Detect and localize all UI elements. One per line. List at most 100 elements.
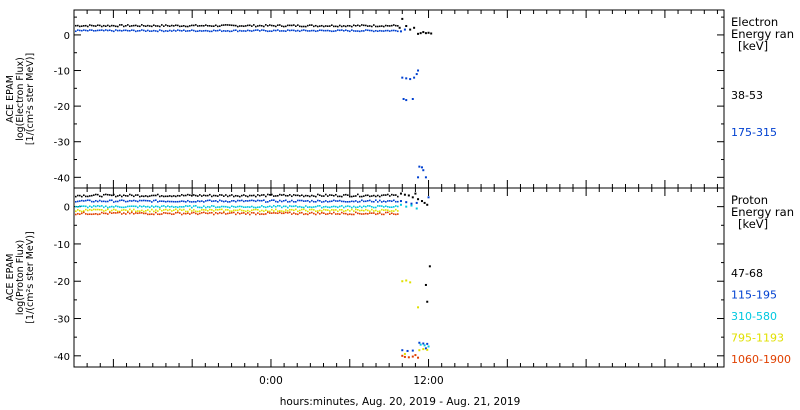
data-point: [233, 205, 235, 208]
data-point: [331, 200, 333, 203]
data-point: [217, 200, 219, 203]
data-point: [405, 201, 408, 204]
data-point: [265, 209, 267, 212]
data-point: [163, 195, 165, 198]
data-point: [241, 25, 243, 27]
data-point: [273, 204, 275, 207]
data-point: [379, 210, 381, 212]
data-point: [77, 209, 79, 211]
data-point: [381, 25, 383, 27]
data-point: [393, 206, 395, 208]
data-point: [363, 195, 365, 197]
data-point: [85, 24, 87, 27]
data-point: [161, 200, 163, 203]
data-point: [79, 209, 81, 212]
data-point: [361, 199, 363, 202]
data-point: [89, 24, 91, 26]
data-point: [385, 29, 387, 32]
data-point: [369, 199, 371, 202]
data-point: [363, 209, 365, 212]
data-point: [281, 210, 283, 212]
data-point: [339, 205, 341, 208]
data-point: [139, 199, 141, 202]
data-point: [165, 200, 167, 203]
data-point: [379, 212, 381, 214]
data-point: [241, 212, 243, 214]
data-point: [123, 199, 125, 202]
data-point: [297, 206, 299, 208]
data-point: [345, 25, 347, 28]
data-point: [171, 195, 173, 198]
data-point: [205, 194, 207, 197]
data-point: [299, 25, 301, 28]
data-point: [241, 205, 243, 208]
data-point: [153, 213, 155, 216]
data-point: [75, 205, 77, 208]
data-point: [269, 210, 271, 213]
data-point: [369, 205, 371, 207]
data-point: [137, 200, 139, 203]
data-point: [155, 211, 157, 214]
data-point: [117, 205, 119, 208]
data-point: [127, 205, 129, 208]
data-point: [285, 194, 287, 197]
data-point: [81, 205, 83, 208]
data-point: [331, 30, 333, 33]
data-point: [159, 208, 161, 211]
data-point: [261, 29, 263, 31]
data-point: [197, 195, 199, 197]
data-point: [89, 213, 91, 215]
data-point: [353, 195, 355, 198]
data-point: [255, 208, 257, 211]
data-point: [385, 201, 387, 203]
data-point: [261, 205, 263, 207]
data-point: [115, 25, 117, 28]
data-point: [417, 198, 420, 201]
data-point: [119, 210, 121, 213]
data-point: [137, 212, 139, 215]
data-point: [191, 24, 193, 27]
data-point: [133, 212, 135, 215]
data-point: [353, 24, 355, 27]
data-point: [355, 195, 357, 197]
data-point: [199, 25, 201, 27]
data-point: [267, 193, 269, 196]
data-point: [419, 343, 422, 346]
data-point: [229, 201, 231, 203]
data-point: [131, 194, 133, 197]
data-point: [277, 205, 279, 207]
data-point: [365, 205, 367, 208]
data-point: [147, 24, 149, 27]
data-point: [87, 25, 89, 28]
data-point: [361, 213, 363, 215]
data-point: [91, 209, 93, 212]
data-point: [141, 29, 143, 31]
data-point: [341, 25, 343, 28]
data-point: [251, 194, 253, 197]
data-point: [323, 29, 325, 32]
data-point: [91, 29, 93, 31]
data-point: [181, 206, 183, 208]
data-point: [101, 205, 103, 207]
data-point: [85, 205, 87, 208]
data-point: [127, 195, 129, 197]
data-point: [79, 29, 81, 32]
data-point: [245, 206, 247, 208]
data-point: [371, 195, 373, 197]
data-point: [283, 25, 285, 28]
y-tick-label: -10: [54, 240, 70, 251]
data-point: [147, 205, 149, 208]
plot-frame: [73, 9, 725, 189]
data-point: [301, 194, 303, 197]
data-point: [401, 76, 404, 79]
y-axis-label: ACE EPAM: [5, 254, 16, 302]
data-point: [169, 25, 171, 27]
data-point: [353, 200, 355, 203]
data-point: [337, 195, 339, 198]
data-point: [357, 24, 359, 27]
data-point: [137, 30, 139, 32]
y-axis-label: log(Proton Flux): [15, 240, 26, 315]
data-point: [225, 200, 227, 202]
data-point: [225, 209, 227, 211]
